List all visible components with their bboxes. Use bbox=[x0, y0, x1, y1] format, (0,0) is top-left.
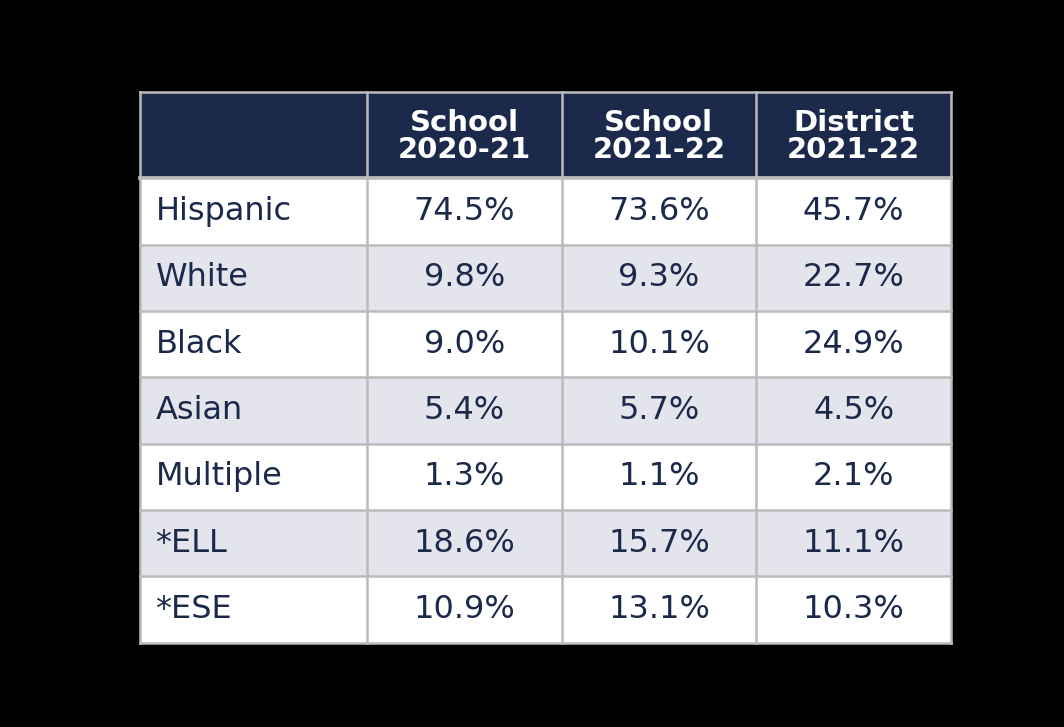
Text: 15.7%: 15.7% bbox=[608, 528, 710, 558]
Bar bbox=[757, 577, 951, 643]
Bar bbox=[139, 443, 367, 510]
Text: 9.3%: 9.3% bbox=[618, 262, 699, 294]
Bar bbox=[757, 377, 951, 443]
Text: 2.1%: 2.1% bbox=[813, 462, 895, 492]
Bar bbox=[367, 92, 562, 178]
Bar bbox=[367, 443, 562, 510]
Text: 2021-22: 2021-22 bbox=[593, 136, 726, 164]
Text: 2020-21: 2020-21 bbox=[398, 136, 531, 164]
Bar bbox=[367, 178, 562, 245]
Bar bbox=[562, 178, 757, 245]
Text: 9.0%: 9.0% bbox=[423, 329, 504, 360]
Bar bbox=[367, 245, 562, 311]
Text: Multiple: Multiple bbox=[155, 462, 282, 492]
Text: *ELL: *ELL bbox=[155, 528, 228, 558]
Bar bbox=[139, 510, 367, 577]
Text: 10.3%: 10.3% bbox=[802, 594, 904, 625]
Text: 5.7%: 5.7% bbox=[618, 395, 699, 426]
Bar bbox=[367, 577, 562, 643]
Text: 11.1%: 11.1% bbox=[802, 528, 904, 558]
Bar bbox=[367, 510, 562, 577]
Text: District: District bbox=[793, 109, 914, 137]
Bar bbox=[562, 577, 757, 643]
Bar bbox=[139, 178, 367, 245]
Text: 5.4%: 5.4% bbox=[423, 395, 504, 426]
Text: 2021-22: 2021-22 bbox=[787, 136, 920, 164]
Text: 4.5%: 4.5% bbox=[813, 395, 894, 426]
Text: 1.1%: 1.1% bbox=[618, 462, 700, 492]
Text: School: School bbox=[604, 109, 714, 137]
Bar bbox=[562, 377, 757, 443]
Bar bbox=[562, 245, 757, 311]
Text: School: School bbox=[410, 109, 519, 137]
Bar bbox=[562, 510, 757, 577]
Bar bbox=[757, 510, 951, 577]
Text: 22.7%: 22.7% bbox=[802, 262, 904, 294]
Bar bbox=[139, 311, 367, 377]
Text: White: White bbox=[155, 262, 249, 294]
Text: Hispanic: Hispanic bbox=[155, 196, 292, 227]
Bar bbox=[367, 377, 562, 443]
Bar bbox=[562, 443, 757, 510]
Bar bbox=[757, 443, 951, 510]
Bar bbox=[139, 92, 367, 178]
Text: Black: Black bbox=[155, 329, 242, 360]
Text: 10.9%: 10.9% bbox=[413, 594, 515, 625]
Bar bbox=[139, 245, 367, 311]
Text: 13.1%: 13.1% bbox=[608, 594, 710, 625]
Text: 10.1%: 10.1% bbox=[608, 329, 710, 360]
Bar bbox=[139, 377, 367, 443]
Text: 45.7%: 45.7% bbox=[803, 196, 904, 227]
Bar bbox=[757, 92, 951, 178]
Text: 9.8%: 9.8% bbox=[423, 262, 504, 294]
Text: 73.6%: 73.6% bbox=[609, 196, 710, 227]
Text: Asian: Asian bbox=[155, 395, 243, 426]
Text: 18.6%: 18.6% bbox=[413, 528, 515, 558]
Bar bbox=[757, 178, 951, 245]
Bar bbox=[757, 245, 951, 311]
Text: 1.3%: 1.3% bbox=[423, 462, 504, 492]
Bar bbox=[367, 311, 562, 377]
Bar bbox=[562, 92, 757, 178]
Text: 24.9%: 24.9% bbox=[803, 329, 904, 360]
Bar bbox=[139, 577, 367, 643]
Bar bbox=[757, 311, 951, 377]
Text: 74.5%: 74.5% bbox=[414, 196, 515, 227]
Text: *ESE: *ESE bbox=[155, 594, 232, 625]
Bar bbox=[562, 311, 757, 377]
